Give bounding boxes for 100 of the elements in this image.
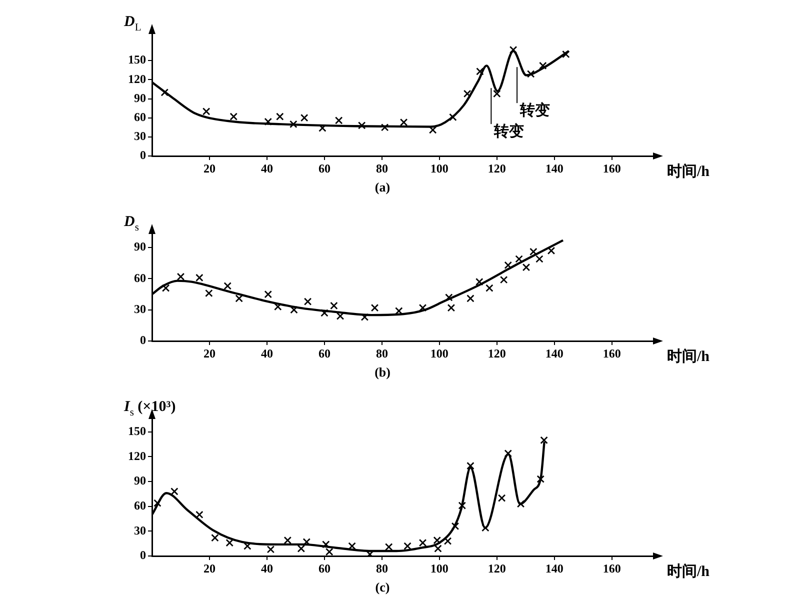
point: [536, 475, 544, 483]
point: [476, 278, 484, 286]
x-tick-label: 80: [376, 346, 388, 360]
y-tick-label: 60: [134, 270, 146, 285]
point: [360, 313, 369, 322]
point: [176, 272, 185, 281]
x-tick-label: 20: [203, 561, 216, 576]
point: [224, 282, 232, 290]
point: [330, 302, 338, 310]
point: [370, 304, 379, 312]
x-tick-label: 160: [602, 346, 621, 360]
point: [264, 290, 272, 298]
point: [334, 116, 343, 124]
point: [458, 502, 466, 510]
x-tick-label: 40: [260, 346, 273, 360]
point: [244, 542, 252, 550]
point: [498, 494, 506, 502]
x-tick-label: 160: [602, 561, 621, 576]
text: (a): [374, 180, 390, 195]
x-tick-label: 60: [318, 161, 330, 176]
point: [522, 263, 530, 272]
y-tick-label: 150: [128, 424, 146, 438]
point: [380, 124, 389, 132]
x-tick-label: 160: [602, 161, 621, 176]
point: [547, 246, 556, 255]
point: [476, 68, 484, 76]
point: [562, 50, 570, 58]
x-tick-label: 40: [260, 561, 273, 576]
x-tick-label: 120: [488, 346, 506, 360]
y-tick-label: 0: [140, 548, 146, 562]
y-tick-label: 30: [134, 302, 146, 316]
x-tick-label: 100: [430, 346, 448, 360]
point: [384, 543, 393, 551]
point: [196, 274, 204, 282]
x-axis-title: 时间/h: [667, 563, 710, 580]
point: [493, 90, 501, 98]
point: [348, 542, 356, 550]
x-axis-title: 时间/h: [667, 163, 710, 180]
point: [466, 294, 474, 302]
point: [539, 62, 547, 70]
y-tick-label: 150: [128, 52, 146, 67]
x-tick-label: 60: [318, 346, 330, 360]
point: [196, 510, 204, 519]
x-tick-label: 100: [430, 561, 448, 576]
point: [266, 546, 275, 554]
point: [445, 294, 453, 302]
x-tick-label: 140: [545, 561, 564, 576]
x-tick-label: 20: [203, 161, 216, 176]
point: [300, 114, 308, 122]
point: [540, 436, 548, 444]
point: [486, 284, 494, 292]
x-tick-label: 140: [545, 161, 564, 176]
x-tick-label: 140: [545, 346, 564, 360]
x-tick-label: 120: [488, 561, 506, 576]
point: [428, 126, 437, 134]
y-tick-label: 60: [134, 498, 146, 512]
x-axis-title: 时间/h: [667, 348, 710, 365]
point: [447, 304, 456, 312]
point: [418, 304, 427, 312]
point: [515, 255, 523, 263]
point: [418, 538, 427, 547]
point: [304, 298, 312, 306]
point: [230, 112, 238, 120]
y-tick-label: 0: [140, 333, 146, 348]
point: [211, 534, 219, 542]
point: [466, 462, 474, 470]
point: [170, 488, 178, 496]
text: (b): [374, 364, 390, 380]
point: [274, 302, 282, 311]
x-tick-label: 80: [376, 161, 388, 176]
x-tick-label: 80: [376, 561, 388, 576]
x-tick-label: 100: [430, 161, 448, 176]
point: [504, 261, 512, 270]
point: [284, 536, 292, 544]
point: [276, 112, 284, 120]
point: [449, 113, 457, 122]
point: [205, 289, 213, 298]
point: [530, 248, 538, 256]
point: [162, 284, 170, 292]
point: [404, 542, 412, 550]
y-tick-label: 120: [128, 448, 146, 463]
point: [504, 450, 512, 458]
x-tick-label: 120: [488, 161, 506, 176]
point: [322, 540, 330, 548]
y-tick-label: 30: [134, 129, 146, 144]
point: [264, 118, 272, 126]
annotation: 转变: [493, 122, 524, 140]
x-tick-label: 40: [260, 161, 273, 176]
point: [202, 108, 210, 116]
y-tick-label: 90: [134, 90, 146, 105]
y-tick-label: 90: [134, 240, 146, 254]
annotation: 转变: [519, 101, 550, 120]
point: [290, 306, 298, 314]
y-tick-label: 60: [134, 110, 146, 124]
point: [444, 537, 452, 545]
point: [500, 276, 508, 284]
y-tick-label: 0: [140, 148, 146, 162]
point: [320, 309, 328, 317]
point: [336, 312, 344, 320]
point: [297, 544, 306, 552]
